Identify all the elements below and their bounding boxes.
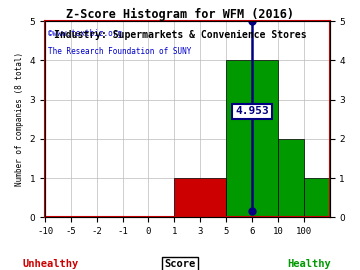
Text: The Research Foundation of SUNY: The Research Foundation of SUNY — [48, 47, 191, 56]
Text: Industry: Supermarkets & Convenience Stores: Industry: Supermarkets & Convenience Sto… — [54, 30, 306, 40]
Text: Z-Score Histogram for WFM (2016): Z-Score Histogram for WFM (2016) — [66, 8, 294, 21]
Bar — [174, 178, 226, 217]
Bar — [278, 139, 304, 217]
Bar — [226, 60, 278, 217]
Text: 4.953: 4.953 — [235, 106, 269, 116]
Text: Healthy: Healthy — [288, 259, 332, 269]
Text: ©www.textbiz.org: ©www.textbiz.org — [48, 29, 122, 38]
Text: Score: Score — [165, 259, 195, 269]
Text: Unhealthy: Unhealthy — [22, 259, 78, 269]
Bar — [304, 178, 329, 217]
Y-axis label: Number of companies (8 total): Number of companies (8 total) — [15, 52, 24, 186]
